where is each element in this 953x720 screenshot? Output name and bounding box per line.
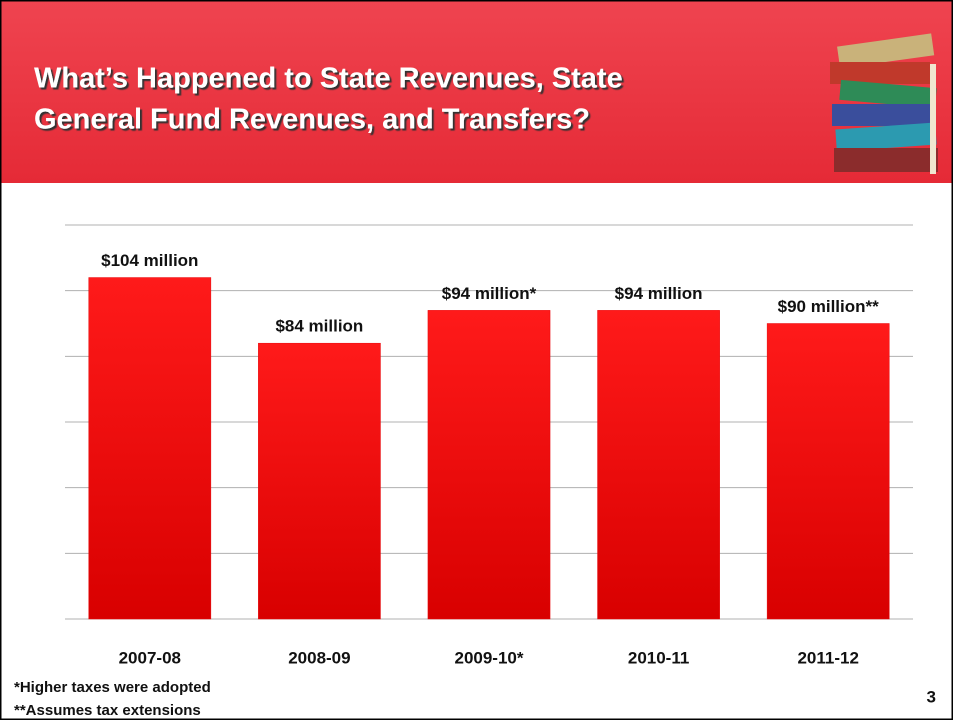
page-number: 3 bbox=[927, 687, 936, 706]
data-label: $84 million bbox=[275, 317, 363, 336]
x-tick-label: 2007-08 bbox=[119, 648, 181, 667]
x-tick-label: 2008-09 bbox=[288, 648, 350, 667]
data-label: $94 million* bbox=[442, 284, 537, 303]
bar bbox=[766, 323, 890, 620]
x-tick-label: 2011-12 bbox=[797, 648, 858, 667]
data-label: $104 million bbox=[101, 251, 198, 270]
bar bbox=[427, 310, 551, 620]
footnote: **Assumes tax extensions bbox=[14, 702, 201, 719]
x-tick-label: 2009-10* bbox=[454, 648, 523, 667]
data-label: $90 million** bbox=[778, 297, 879, 316]
bar bbox=[258, 342, 381, 620]
data-label: $94 million bbox=[615, 284, 703, 303]
x-tick-label: 2010-11 bbox=[628, 648, 689, 667]
header-band bbox=[0, 0, 953, 183]
books-icon bbox=[830, 33, 938, 174]
bar bbox=[88, 277, 212, 620]
bar bbox=[597, 310, 720, 620]
footnote: *Higher taxes were adopted bbox=[14, 679, 211, 696]
title-line: What’s Happened to State Revenues, State bbox=[34, 63, 623, 95]
title-line: General Fund Revenues, and Transfers? bbox=[34, 104, 590, 136]
